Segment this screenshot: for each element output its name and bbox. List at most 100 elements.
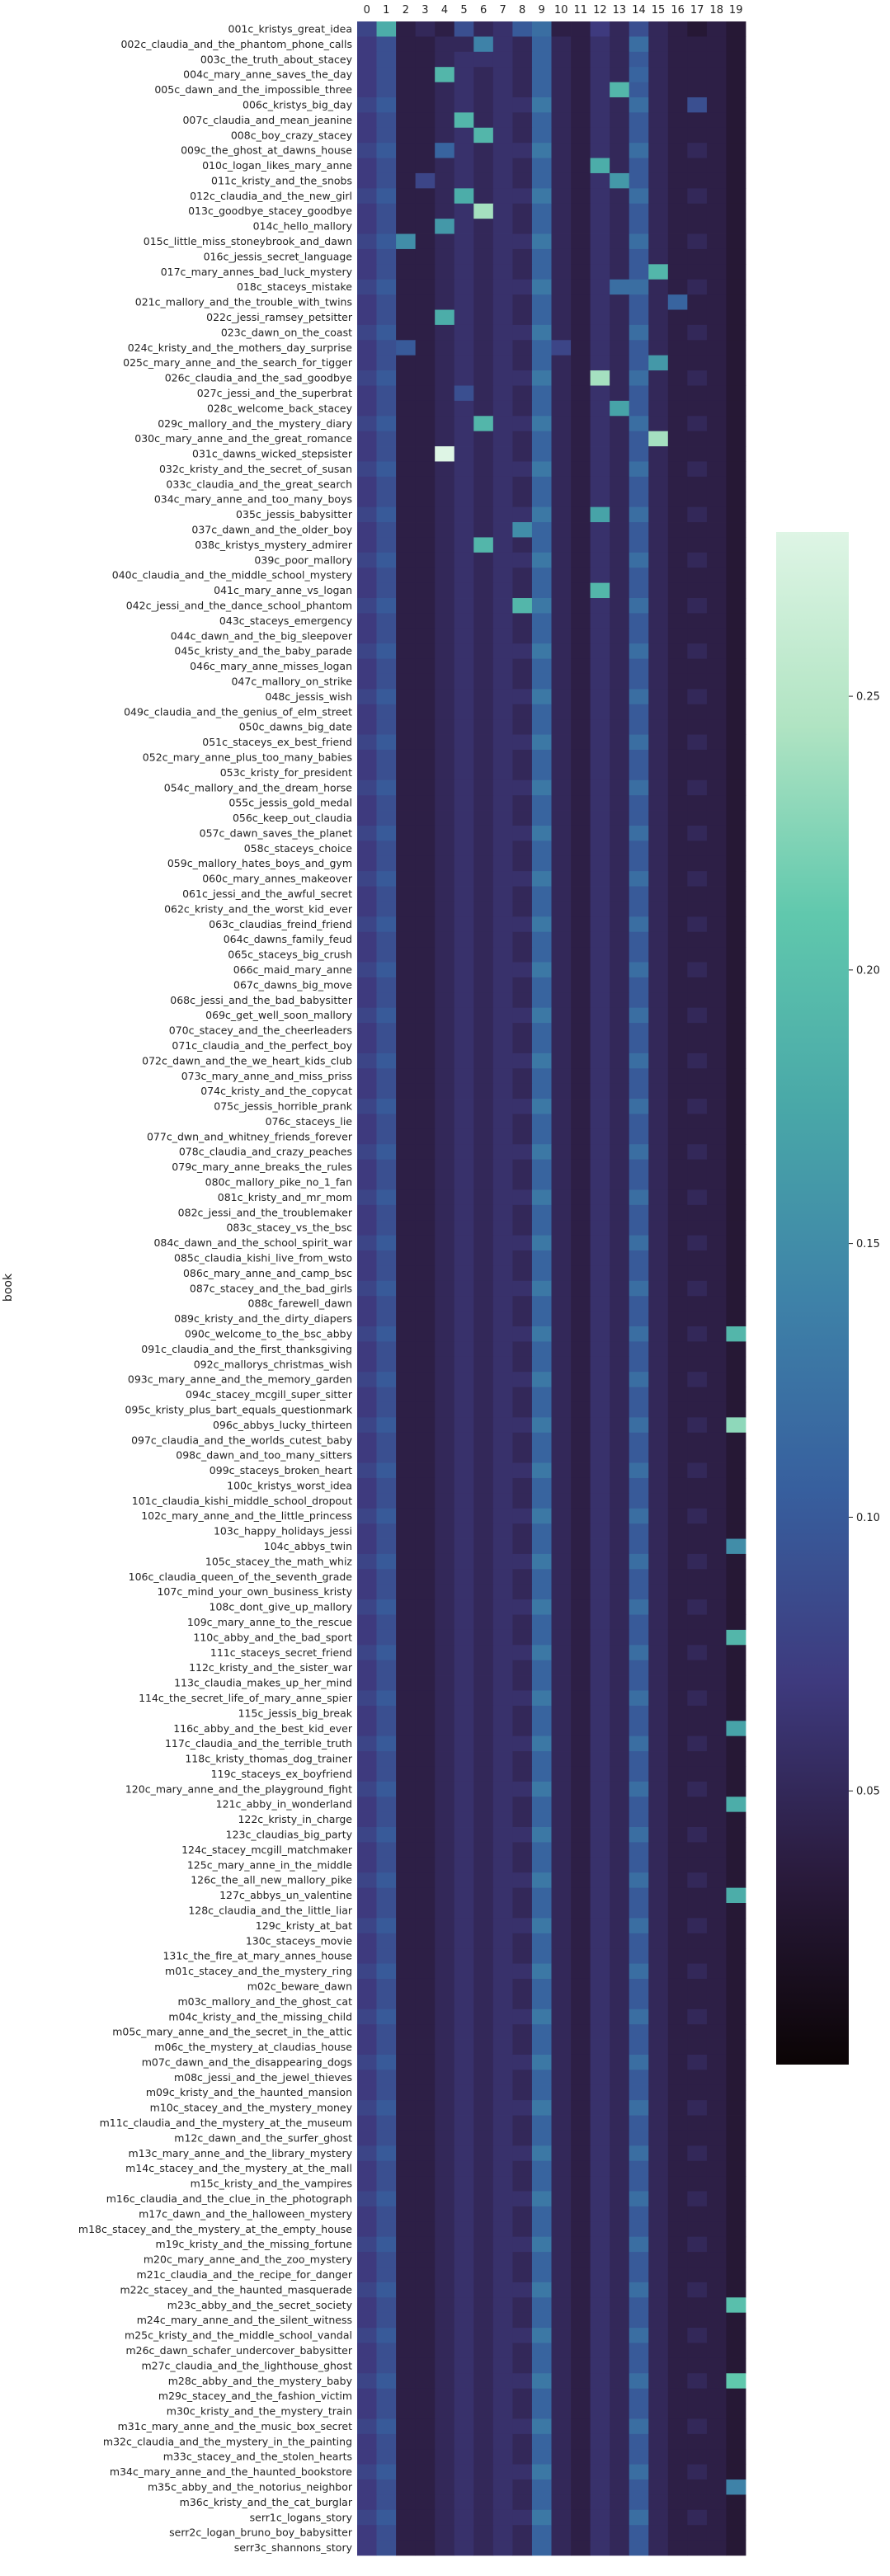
heatmap-cell [376,1948,397,1964]
heatmap-cell [473,1523,494,1539]
heatmap-cell [706,779,727,796]
heatmap-cell [415,1645,436,1661]
heatmap-cell [357,2024,377,2040]
heatmap-cell [473,1735,494,1752]
heatmap-cell [610,2282,630,2298]
heatmap-cell [571,1690,591,1707]
heatmap-cell [648,1766,669,1782]
heatmap-cell [610,461,630,478]
heatmap-cell [551,1508,572,1524]
heatmap-cell [667,1766,688,1782]
row-label: 010c_logan_likes_mary_anne [202,159,352,172]
heatmap-cell [492,1887,513,1904]
heatmap-cell [357,1766,377,1782]
heatmap-cell [512,2494,533,2511]
heatmap-cell [629,1827,649,1843]
heatmap-cell [648,719,669,735]
heatmap-cell [512,2176,533,2192]
heatmap-cell [648,431,669,447]
heatmap-cell [590,416,610,432]
heatmap-cell [629,324,649,341]
heatmap-cell [512,461,533,478]
heatmap-cell [435,2525,455,2541]
heatmap-cell [415,21,436,37]
heatmap-cell [415,1933,436,1949]
heatmap-cell [435,2404,455,2419]
heatmap-cell [610,1250,630,1266]
heatmap-cell [473,1842,494,1858]
heatmap-cell [473,613,494,629]
heatmap-cell [610,1872,630,1889]
heatmap-cell [473,2160,494,2177]
column-label-9: 9 [539,4,545,16]
heatmap-cell [376,143,397,158]
heatmap-cell [531,476,552,492]
heatmap-cell [531,506,552,523]
heatmap-cell [590,492,610,508]
heatmap-cell [706,1599,727,1615]
heatmap-cell [590,765,610,781]
row-label: 069c_get_well_soon_mallory [205,1009,352,1021]
heatmap-cell [531,2267,552,2283]
heatmap-cell [376,1963,397,1980]
heatmap-cell [648,1007,669,1024]
heatmap-cell [531,719,552,735]
heatmap-cell [396,2191,417,2207]
heatmap-cell [531,1189,552,1206]
heatmap-cell [610,1462,630,1479]
heatmap-cell [531,1250,552,1266]
heatmap-cell [531,1432,552,1448]
heatmap-cell [629,886,649,902]
heatmap-cell [454,2039,474,2056]
heatmap-cell [531,537,552,553]
heatmap-cell [648,82,669,98]
heatmap-cell [610,340,630,356]
heatmap-cell [415,355,436,371]
heatmap-cell [629,2449,649,2465]
heatmap-cell [435,1842,455,1858]
heatmap-cell [512,446,533,462]
heatmap-cell [492,2418,513,2435]
heatmap-cell [376,2388,397,2404]
heatmap-cell [610,2357,630,2374]
heatmap-cell [396,279,417,295]
heatmap-cell [492,2479,513,2495]
heatmap-cell [357,962,377,978]
heatmap-cell [629,765,649,781]
heatmap-cell [435,1690,455,1707]
row-label: 047c_mallory_on_strike [231,676,352,688]
row-label: 072c_dawn_and_the_we_heart_kids_club [142,1054,352,1067]
heatmap-cell [610,2054,630,2070]
heatmap-cell [473,1781,494,1797]
heatmap-cell [357,2115,377,2131]
heatmap-cell [629,673,649,690]
heatmap-cell [376,719,397,735]
heatmap-cell [648,1401,669,1418]
heatmap-cell [687,203,708,219]
heatmap-cell [706,2418,727,2435]
heatmap-cell [376,1296,397,1312]
heatmap-cell [687,97,708,113]
heatmap-cell [512,1280,533,1297]
heatmap-cell [610,977,630,993]
heatmap-cell [610,1781,630,1797]
heatmap-cell [706,1341,727,1358]
heatmap-cell [357,2039,377,2056]
heatmap-cell [376,2297,397,2314]
heatmap-cell [629,2252,649,2268]
heatmap-cell [687,2282,708,2298]
heatmap-cell [492,1220,513,1236]
heatmap-cell [629,2343,649,2359]
heatmap-cell [726,1675,746,1691]
heatmap-cell [531,1645,552,1661]
heatmap-cell [590,1038,610,1054]
heatmap-cell [667,1204,688,1221]
column-tick-labels: 0 1 2 3 4 5 6 7 8 9 10 11 12 13 14 15 16 17 18 19 [364,4,743,16]
heatmap-cell [435,2115,455,2131]
heatmap-cell [610,294,630,310]
heatmap-cell [706,1007,727,1024]
row-label: 102c_mary_anne_and_the_little_princess [141,1509,352,1522]
heatmap-cell [551,1114,572,1130]
heatmap-cell [531,1538,552,1555]
heatmap-cell [629,2297,649,2314]
